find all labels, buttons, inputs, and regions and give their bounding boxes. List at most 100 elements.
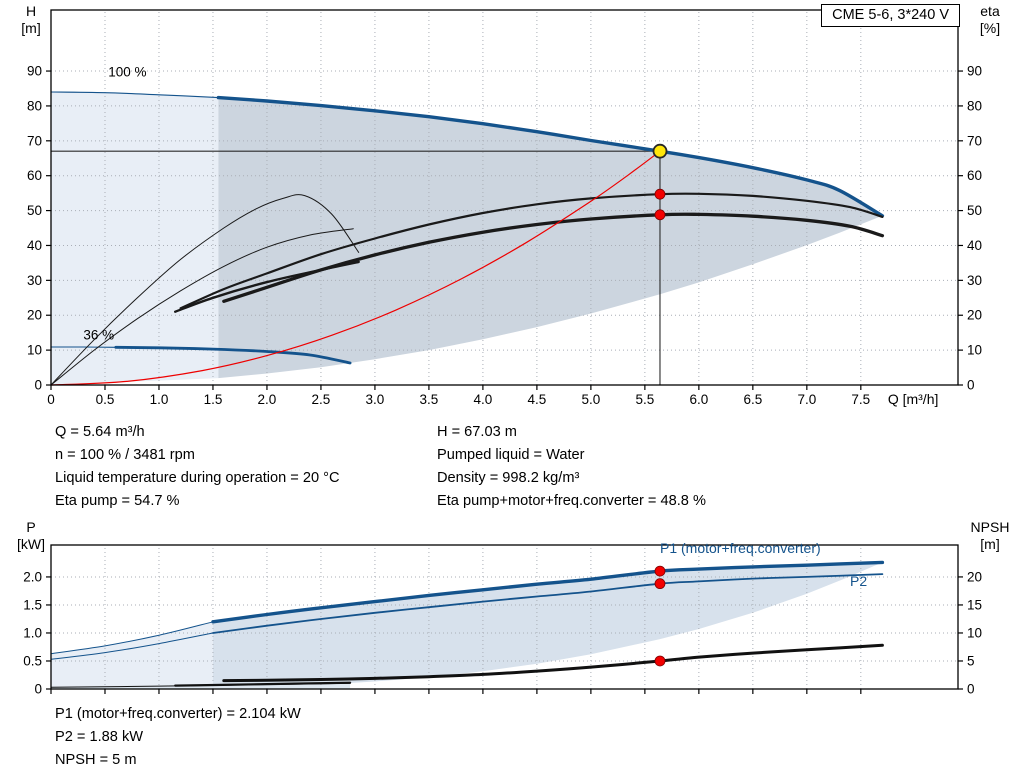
y-axis-title-right: NPSH [971, 519, 1010, 535]
x-tick-label: 1.5 [204, 392, 223, 407]
series-head-100pct-thin [50, 91, 219, 99]
series-p2 [212, 573, 884, 634]
duty-point[interactable] [652, 143, 668, 159]
info-line-liquid-temp: Liquid temperature during operation = 20… [55, 470, 340, 486]
y-tick-label-right: 15 [967, 597, 982, 612]
info-line-npsh: NPSH = 5 m [55, 752, 137, 768]
y-tick-label-right: 20 [967, 308, 982, 323]
series-duty-parabola [50, 150, 661, 386]
info-line-p1: P1 (motor+freq.converter) = 2.104 kW [55, 706, 301, 722]
info-line-q: Q = 5.64 m³/h [55, 424, 145, 440]
plot-frame [50, 9, 959, 386]
y-tick-label-right: 20 [967, 569, 982, 584]
x-tick-label: 0 [47, 392, 55, 407]
p1-point [654, 565, 666, 577]
speed-100-label: 100 % [108, 64, 146, 79]
series-p-reduced-thick [174, 681, 352, 687]
y-tick-label-left: 50 [27, 203, 42, 218]
y-tick-label-left: 0.5 [23, 653, 42, 668]
series-p2-thin [50, 632, 214, 660]
x-tick-label: 6.0 [689, 392, 708, 407]
series-eta-pump-motor-freq [222, 212, 885, 303]
info-line-density: Density = 998.2 kg/m³ [437, 470, 580, 486]
y-axis-title-right: [m] [980, 536, 999, 552]
info-line-speed: n = 100 % / 3481 rpm [55, 447, 195, 463]
y-tick-label-right: 50 [967, 203, 982, 218]
y-axis-title-left: [m] [21, 20, 40, 36]
info-line-eta-total: Eta pump+motor+freq.converter = 48.8 % [437, 493, 706, 509]
info-line-p2: P2 = 1.88 kW [55, 729, 144, 745]
y-tick-label-right: 0 [967, 378, 975, 393]
series-eta-envelope-line-1 [50, 194, 360, 386]
y-tick-label-left: 70 [27, 133, 42, 148]
x-tick-label: 3.0 [366, 392, 385, 407]
eta-pump-point [654, 188, 666, 200]
y-tick-label-right: 10 [967, 343, 982, 358]
bottom-chart: 0 0.5 1.0 1.5 2.0 0 5 10 15 20 P[kW] NPSH[m] P1 (mot… [17, 519, 1009, 697]
x-tick-label: 7.0 [797, 392, 816, 407]
info-line-pumped-liquid: Pumped liquid = Water [437, 447, 585, 463]
y-tick-label-left: 80 [27, 98, 42, 113]
x-tick-label: 5.5 [635, 392, 654, 407]
x-tick-label: 2.0 [258, 392, 277, 407]
speed-36-label: 36 % [83, 328, 114, 343]
eta-total-point [654, 209, 666, 221]
y-tick-label-right: 10 [967, 625, 982, 640]
top-chart: 0 0.5 1.0 1.5 2.0 2.5 3.0 3.5 4.0 4.5 5.0 5.5 6.0 6.5… [21, 3, 1000, 407]
npsh-point [654, 655, 666, 667]
p1-label: P1 (motor+freq.converter) [660, 540, 821, 556]
series-eta-pump [179, 192, 884, 310]
x-tick-label: 1.0 [150, 392, 169, 407]
power-info: P1 (motor+freq.converter) = 2.104 kW P2 … [55, 703, 301, 772]
power-envelope-left [51, 621, 213, 689]
series-eta-envelope-line-2 [50, 228, 354, 386]
y-tick-label-left: 60 [27, 168, 42, 183]
y-tick-label-left: 0 [34, 682, 42, 697]
y-tick-label-left: 90 [27, 64, 42, 79]
y-tick-label-right: 60 [967, 168, 982, 183]
y-tick-label-right: 80 [967, 98, 982, 113]
x-tick-label: 0.5 [96, 392, 115, 407]
duty-info-col2: H = 67.03 m Pumped liquid = Water Densit… [437, 421, 706, 513]
p2-label: P2 [850, 573, 867, 589]
y-tick-label-left: 10 [27, 343, 42, 358]
y-tick-label-left: 40 [27, 238, 42, 253]
series-p1-thin [50, 621, 214, 655]
y-tick-label-right: 90 [967, 64, 982, 79]
pump-model-label: CME 5-6, 3*240 V [821, 4, 960, 27]
info-line-eta-pump: Eta pump = 54.7 % [55, 493, 180, 509]
x-axis-title: Q [m³/h] [888, 391, 939, 407]
operating-envelope-main [218, 97, 883, 379]
series-p1-motor-freq [211, 560, 885, 624]
x-tick-label: 5.0 [581, 392, 600, 407]
y-axis-title-right: [%] [980, 20, 1000, 36]
y-tick-label-right: 70 [967, 133, 982, 148]
series-npsh [222, 643, 884, 683]
y-tick-label-left: 0 [34, 378, 42, 393]
operating-envelope-left [51, 92, 219, 385]
y-tick-label-left: 30 [27, 273, 42, 288]
y-tick-label-right: 5 [967, 653, 975, 668]
p2-point [654, 578, 666, 590]
y-axis-title-left: [kW] [17, 536, 45, 552]
x-tick-label: 4.5 [528, 392, 547, 407]
x-tick-label: 3.5 [420, 392, 439, 407]
x-tick-label: 2.5 [312, 392, 331, 407]
series-head-36pct [114, 345, 352, 365]
y-tick-label-left: 1.0 [23, 625, 42, 640]
info-line-head: H = 67.03 m [437, 424, 517, 440]
plot-frame [50, 544, 959, 690]
y-tick-label-right: 40 [967, 238, 982, 253]
x-tick-label: 7.5 [851, 392, 870, 407]
y-axis-title-left: H [26, 3, 36, 19]
duty-info-col1: Q = 5.64 m³/h n = 100 % / 3481 rpm Liqui… [55, 421, 340, 513]
y-tick-label-right: 30 [967, 273, 982, 288]
y-tick-label-left: 20 [27, 308, 42, 323]
series-head-100pct [216, 95, 885, 218]
x-tick-label: 4.0 [474, 392, 493, 407]
y-tick-label-right: 0 [967, 682, 975, 697]
power-envelope-main [213, 562, 883, 688]
x-tick-label: 6.5 [743, 392, 762, 407]
